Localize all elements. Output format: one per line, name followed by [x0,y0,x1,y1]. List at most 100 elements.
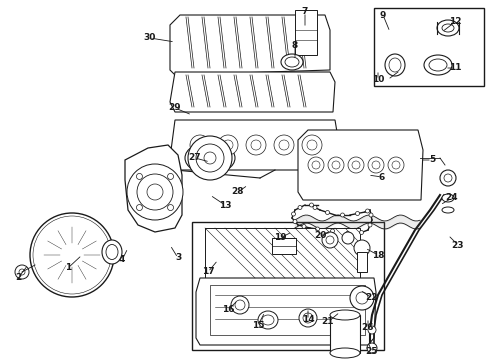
Circle shape [443,174,451,182]
Circle shape [65,248,79,262]
Circle shape [353,240,369,256]
Text: 12: 12 [448,18,460,27]
Ellipse shape [258,311,278,329]
Text: 7: 7 [301,8,307,17]
Circle shape [355,211,359,216]
Circle shape [223,140,232,150]
Ellipse shape [281,54,303,70]
Text: 18: 18 [371,251,384,260]
Circle shape [315,227,319,231]
Circle shape [292,220,296,224]
Circle shape [136,174,142,179]
Ellipse shape [102,240,122,264]
Text: 26: 26 [361,324,373,333]
Polygon shape [170,15,329,75]
Ellipse shape [303,313,312,323]
Circle shape [439,170,455,186]
Text: 9: 9 [379,10,386,19]
Circle shape [33,216,111,294]
Circle shape [127,164,183,220]
Text: 13: 13 [218,201,231,210]
Bar [356,252,366,272]
Circle shape [30,213,114,297]
Text: 25: 25 [365,347,378,356]
Circle shape [302,135,321,155]
Text: 29: 29 [168,104,181,112]
Text: 23: 23 [451,240,463,249]
Ellipse shape [423,55,451,75]
Ellipse shape [329,348,359,358]
Ellipse shape [262,315,273,325]
Circle shape [250,140,261,150]
Circle shape [340,213,344,217]
Circle shape [351,161,359,169]
Polygon shape [196,278,375,345]
Ellipse shape [428,59,446,71]
Ellipse shape [184,142,235,174]
Circle shape [230,296,248,314]
Circle shape [341,232,353,244]
Ellipse shape [441,207,453,213]
Circle shape [273,135,293,155]
Ellipse shape [436,20,458,36]
Circle shape [387,157,403,173]
Ellipse shape [329,310,359,320]
Text: 10: 10 [371,76,384,85]
Circle shape [325,211,329,215]
Circle shape [245,135,265,155]
Text: 24: 24 [445,194,457,202]
Circle shape [42,225,102,285]
Circle shape [190,135,209,155]
Circle shape [309,203,313,207]
Circle shape [391,161,399,169]
Text: 11: 11 [448,63,460,72]
Ellipse shape [298,309,316,327]
Circle shape [345,231,349,235]
Text: 2: 2 [15,274,21,283]
Bar [209,285,364,335]
Circle shape [312,206,316,210]
Circle shape [218,135,238,155]
Text: 22: 22 [365,293,378,302]
Circle shape [368,213,372,217]
Circle shape [306,140,316,150]
Circle shape [203,152,216,164]
Text: 17: 17 [201,267,214,276]
Circle shape [347,157,363,173]
Text: 16: 16 [221,306,234,315]
Circle shape [54,237,90,273]
Circle shape [279,140,288,150]
Circle shape [167,204,173,211]
Circle shape [325,236,333,244]
Text: 30: 30 [143,33,156,42]
Polygon shape [170,120,336,170]
Circle shape [187,136,231,180]
Bar [294,10,316,55]
Ellipse shape [384,54,404,76]
Circle shape [136,204,142,211]
Ellipse shape [441,194,453,202]
Circle shape [355,292,367,304]
Circle shape [195,140,204,150]
Circle shape [147,184,163,200]
Bar [204,228,359,278]
Polygon shape [170,72,334,112]
Ellipse shape [441,24,453,32]
Circle shape [19,269,25,275]
Polygon shape [125,145,182,232]
Circle shape [371,161,379,169]
Circle shape [311,161,319,169]
Circle shape [307,157,324,173]
Circle shape [291,212,295,216]
Text: 15: 15 [251,320,264,329]
Circle shape [196,144,224,172]
Circle shape [15,265,29,279]
Text: 27: 27 [188,153,201,162]
Text: 21: 21 [321,318,334,327]
Ellipse shape [106,244,118,260]
Circle shape [297,206,302,210]
Text: 19: 19 [273,234,286,243]
Circle shape [367,223,371,227]
Circle shape [36,219,108,291]
Polygon shape [297,130,422,200]
